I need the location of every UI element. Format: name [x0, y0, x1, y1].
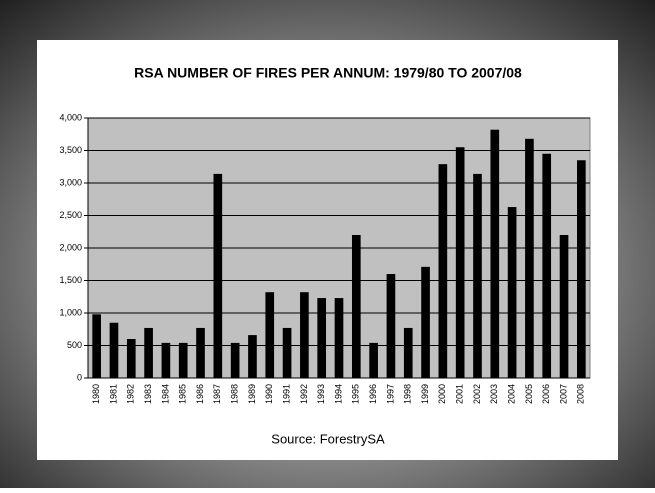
y-tick-label: 500 — [67, 340, 82, 350]
y-tick-label: 1,000 — [59, 307, 82, 317]
bar — [213, 173, 223, 378]
y-tick-label: 1,500 — [59, 275, 82, 285]
x-tick-label: 1984 — [160, 384, 170, 404]
x-tick-label: 1993 — [316, 384, 326, 404]
x-tick-label: 1981 — [108, 384, 118, 404]
y-tick-label: 3,500 — [59, 145, 82, 155]
x-tick-label: 1989 — [247, 384, 257, 404]
y-tick-label: 3,000 — [59, 177, 82, 187]
bar — [126, 339, 136, 378]
bar — [161, 342, 171, 378]
chart-title: RSA NUMBER OF FIRES PER ANNUM: 1979/80 T… — [134, 65, 522, 81]
x-tick-label: 2008 — [576, 384, 586, 404]
bar — [265, 292, 275, 378]
source-note: Source: ForestrySA — [271, 431, 385, 446]
bar — [317, 298, 327, 378]
x-tick-label: 1986 — [195, 384, 205, 404]
y-tick-label: 4,000 — [59, 112, 82, 122]
x-tick-label: 1980 — [91, 384, 101, 404]
x-tick-label: 2004 — [506, 384, 516, 404]
bar — [282, 327, 292, 378]
x-tick-label: 2007 — [558, 384, 568, 404]
bar — [248, 335, 257, 378]
y-tick-label: 0 — [77, 372, 82, 382]
bar — [144, 327, 153, 378]
x-tick-label: 1983 — [143, 384, 153, 404]
x-tick-label: 1987 — [212, 384, 222, 404]
bar — [490, 129, 500, 378]
bar — [386, 274, 396, 378]
x-tick-label: 2001 — [455, 384, 465, 404]
bar — [178, 342, 188, 378]
x-tick-label: 2002 — [472, 384, 482, 404]
x-tick-label: 1996 — [368, 384, 378, 404]
x-tick-label: 1997 — [385, 384, 395, 404]
bar — [334, 298, 344, 378]
bar — [559, 235, 569, 378]
bar — [421, 266, 430, 378]
x-tick-label: 1995 — [351, 384, 361, 404]
bar — [109, 322, 119, 378]
bar — [473, 173, 482, 378]
bar — [438, 164, 448, 378]
bar — [369, 342, 378, 378]
x-tick-label: 1999 — [420, 384, 430, 404]
y-tick-label: 2,500 — [59, 210, 82, 220]
bar — [542, 153, 552, 378]
x-tick-label: 2003 — [489, 384, 499, 404]
x-tick-label: 1994 — [333, 384, 343, 404]
bar — [577, 160, 586, 378]
bar — [196, 327, 205, 378]
x-tick-label: 1992 — [299, 384, 309, 404]
x-tick-label: 1985 — [178, 384, 188, 404]
bar — [507, 207, 517, 378]
x-tick-label: 1991 — [281, 384, 291, 404]
x-tick-label: 1998 — [403, 384, 413, 404]
x-tick-label: 1982 — [126, 384, 136, 404]
y-tick-label: 2,000 — [59, 242, 82, 252]
bar — [403, 327, 413, 378]
bar — [351, 235, 361, 378]
bar — [525, 138, 534, 378]
bar — [230, 342, 240, 378]
x-tick-label: 1988 — [230, 384, 240, 404]
x-tick-label: 2000 — [437, 384, 447, 404]
bar — [300, 292, 309, 378]
x-tick-label: 2005 — [524, 384, 534, 404]
bar — [455, 147, 465, 378]
x-tick-label: 2006 — [541, 384, 551, 404]
x-tick-label: 1990 — [264, 384, 274, 404]
bar — [92, 314, 101, 378]
